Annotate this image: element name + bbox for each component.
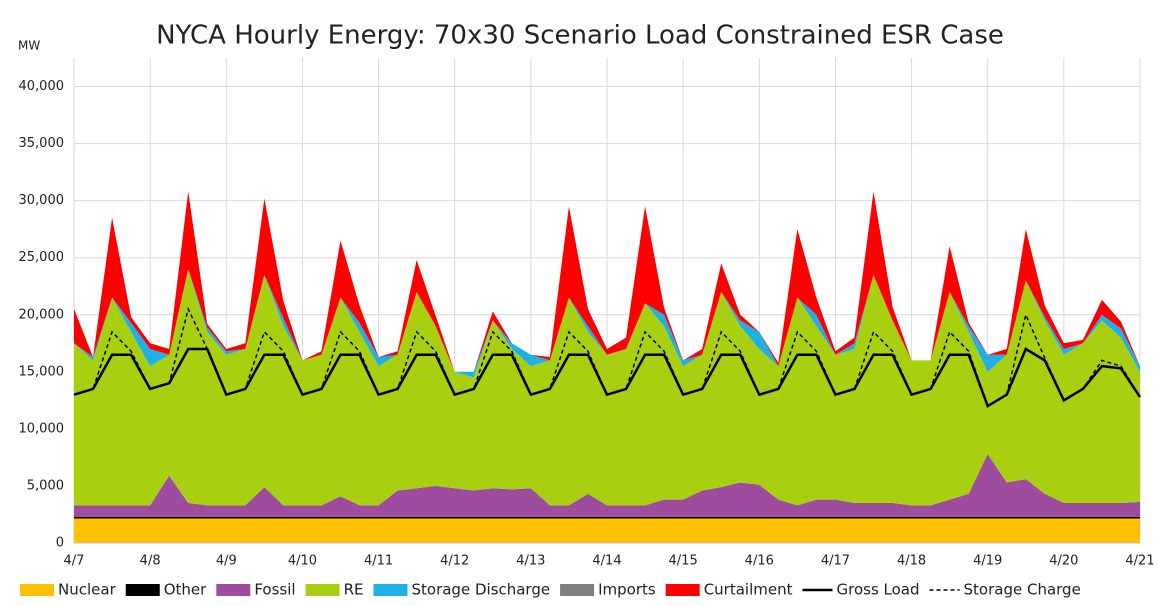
y-tick-label: 0 <box>56 536 64 551</box>
x-tick-label: 4/12 <box>440 554 469 569</box>
x-tick-label: 4/15 <box>669 554 698 569</box>
x-tick-label: 4/16 <box>745 554 774 569</box>
x-tick-label: 4/20 <box>1049 554 1078 569</box>
legend-label: Nuclear <box>58 581 117 599</box>
legend-label: Gross Load <box>836 581 919 599</box>
y-tick-label: 5,000 <box>27 478 64 493</box>
y-tick-label: 40,000 <box>19 79 65 94</box>
legend-label: RE <box>344 581 364 599</box>
line <box>73 347 1142 408</box>
legend-swatch <box>305 584 340 596</box>
x-tick-label: 4/18 <box>897 554 926 569</box>
line <box>73 306 1141 408</box>
area <box>74 269 1140 506</box>
x-tick-label: 4/9 <box>216 554 237 569</box>
x-tick-label: 4/21 <box>1125 554 1154 569</box>
legend-swatch <box>20 584 54 596</box>
x-tick-label: 4/8 <box>140 554 161 569</box>
legend-label: Other <box>164 581 207 599</box>
y-axis-label: MW <box>18 39 40 53</box>
chart-title: NYCA Hourly Energy: 70x30 Scenario Load … <box>156 21 1004 51</box>
x-tick-label: 4/7 <box>64 554 85 569</box>
y-tick-label: 10,000 <box>19 421 65 436</box>
legend-swatch <box>216 584 251 596</box>
area <box>74 453 1140 517</box>
y-tick-label: 35,000 <box>19 136 65 151</box>
y-tick-label: 20,000 <box>19 307 65 322</box>
area <box>74 518 1140 543</box>
legend-label: Storage Discharge <box>411 581 550 599</box>
area <box>74 516 1140 519</box>
y-tick-label: 15,000 <box>19 364 65 379</box>
legend-swatch <box>665 584 700 596</box>
x-tick-label: 4/13 <box>516 554 545 569</box>
legend-swatch <box>560 584 595 596</box>
x-tick-label: 4/10 <box>288 554 317 569</box>
x-tick-label: 4/11 <box>364 554 393 569</box>
legend-label: Fossil <box>254 581 295 599</box>
legend-swatch <box>125 584 160 596</box>
x-tick-label: 4/14 <box>592 554 621 569</box>
x-tick-label: 4/19 <box>973 554 1002 569</box>
legend-label: Curtailment <box>704 581 793 599</box>
legend-label: Storage Charge <box>964 581 1081 599</box>
legend-label: Imports <box>598 581 656 599</box>
legend-swatch <box>373 584 408 596</box>
y-tick-label: 25,000 <box>19 250 65 265</box>
area <box>74 191 1140 372</box>
x-tick-label: 4/17 <box>821 554 850 569</box>
y-tick-label: 30,000 <box>19 193 65 208</box>
